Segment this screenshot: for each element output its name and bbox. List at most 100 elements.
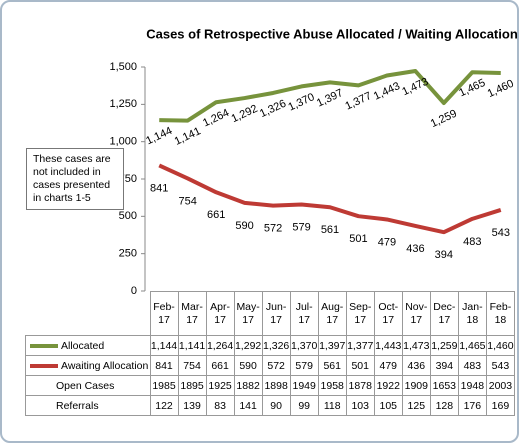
x-tick-label: May-17 [233,291,263,336]
data-label: 561 [321,224,339,236]
x-tick-label: Nov-17 [401,291,431,336]
table-cell: 128 [429,395,459,416]
data-label: 1,326 [258,98,288,121]
table-cell: 661 [205,355,235,376]
data-label: 1,397 [315,87,345,110]
table-cell: 1,144 [149,335,179,356]
table-cell: 99 [289,395,319,416]
table-cell: 436 [401,355,431,376]
y-tick-label: 500 [119,210,137,222]
data-table: Feb-17 Mar-17 Apr-17 May-17 Jun-17 Jul-17 Aug-… [25,291,516,416]
x-tick-label: Jan-18 [457,291,487,336]
table-cell: 1922 [373,375,403,396]
table-row: Open Cases 1985 1895 1925 1882 1898 1949 1958 18… [25,375,516,396]
data-label: 436 [406,243,424,255]
table-cell: 501 [345,355,375,376]
data-label: 661 [207,209,225,221]
x-tick-label: Apr-17 [205,291,235,336]
data-label: 1,292 [230,103,260,126]
x-tick-label: Mar-17 [177,291,207,336]
data-label: 1,443 [372,80,402,103]
table-cell: 579 [289,355,319,376]
table-row: Allocated 1,144 1,141 1,264 1,292 1,326 1,370 1… [25,335,516,356]
legend-entry: Awaiting Allocation [25,355,151,376]
table-cell: 90 [261,395,291,416]
table-cell: 1909 [401,375,431,396]
table-cell: 1,460 [485,335,516,356]
table-cell: 1949 [289,375,319,396]
table-cell: 1,259 [429,335,459,356]
data-label: 543 [492,227,510,239]
table-corner [25,291,151,336]
table-row: Awaiting Allocation 841 754 661 590 572 579 561… [25,355,516,376]
data-label: 394 [435,249,453,261]
chart-title: Cases of Retrospective Abuse Allocated /… [146,26,517,41]
table-cell: 2003 [485,375,516,396]
table-cell: 543 [485,355,516,376]
table-cell: 125 [401,395,431,416]
table-cell: 141 [233,395,263,416]
table-cell: 483 [457,355,487,376]
data-label: 754 [179,195,197,207]
table-cell: 841 [149,355,179,376]
data-label: 579 [292,221,310,233]
y-tick-label: 0 [131,285,137,297]
data-label: 1,370 [286,91,316,114]
data-label: 590 [235,220,253,232]
table-cell: 1,264 [205,335,235,356]
data-label: 1,259 [429,108,459,131]
y-tick-label: 1,500 [109,61,137,73]
table-cell: 1,465 [457,335,487,356]
table-cell: 561 [317,355,347,376]
data-label: 1,465 [457,77,487,100]
row-label: Referrals [25,395,151,416]
data-label: 501 [349,233,367,245]
x-tick-label: Feb-18 [485,291,516,336]
table-cell: 1958 [317,375,347,396]
table-cell: 169 [485,395,516,416]
table-cell: 754 [177,355,207,376]
table-cell: 394 [429,355,459,376]
data-label: 483 [463,236,481,248]
x-tick-label: Oct-17 [373,291,403,336]
table-cell: 1895 [177,375,207,396]
table-cell: 1898 [261,375,291,396]
x-tick-label: Feb-17 [149,291,179,336]
table-cell: 1882 [233,375,263,396]
row-label: Open Cases [25,375,151,396]
table-cell: 1,443 [373,335,403,356]
table-cell: 139 [177,395,207,416]
table-cell: 122 [149,395,179,416]
y-tick-label: 1,000 [109,136,137,148]
x-tick-label: Aug-17 [317,291,347,336]
legend-swatch [30,343,58,348]
legend-label: Allocated [61,339,105,352]
x-tick-label: Jul-17 [289,291,319,336]
data-label: 479 [378,236,396,248]
table-cell: 1985 [149,375,179,396]
table-cell: 83 [205,395,235,416]
x-tick-label: Dec-17 [429,291,459,336]
data-label: 1,473 [400,76,430,99]
data-label: 1,144 [144,125,174,148]
table-cell: 479 [373,355,403,376]
table-cell: 105 [373,395,403,416]
table-cell: 103 [345,395,375,416]
table-cell: 1878 [345,375,375,396]
table-cell: 572 [261,355,291,376]
legend-entry: Allocated [25,335,151,356]
data-label: 1,377 [343,90,373,113]
data-label: 1,460 [486,78,516,101]
table-cell: 1,141 [177,335,207,356]
legend-label: Awaiting Allocation [61,359,149,372]
table-row: Referrals 122 139 83 141 90 99 118 103 105 125 128 1… [25,395,516,416]
y-tick-label: 1,250 [109,98,137,110]
line-series [159,69,501,123]
table-cell: 1,292 [233,335,263,356]
table-cell: 1653 [429,375,459,396]
table-cell: 1,370 [289,335,319,356]
table-header-row: Feb-17 Mar-17 Apr-17 May-17 Jun-17 Jul-17 Aug-… [25,291,516,336]
table-cell: 590 [233,355,263,376]
